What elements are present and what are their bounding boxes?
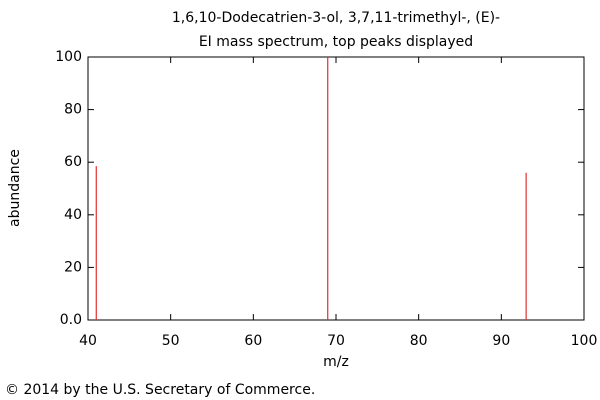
- y-tick-label: 100: [55, 49, 82, 65]
- x-tick-label: 70: [327, 333, 345, 349]
- y-tick-label: 20: [64, 259, 82, 275]
- x-tick-label: 100: [571, 333, 598, 349]
- y-tick-label: 40: [64, 207, 82, 223]
- x-tick-label: 90: [492, 333, 510, 349]
- x-axis-label: m/z: [323, 354, 349, 370]
- x-tick-label: 80: [410, 333, 428, 349]
- y-tick-label: 0.0: [60, 312, 82, 328]
- footer: © 2014 by the U.S. Secretary of Commerce…: [5, 382, 315, 398]
- y-tick-label: 80: [64, 102, 82, 118]
- y-axis-label: abundance: [7, 149, 23, 227]
- y-tick-label: 60: [64, 154, 82, 170]
- x-tick-label: 60: [244, 333, 262, 349]
- x-tick-label: 40: [79, 333, 97, 349]
- chart-subtitle: EI mass spectrum, top peaks displayed: [199, 34, 473, 50]
- x-tick-label: 50: [162, 333, 180, 349]
- chart-title: 1,6,10-Dodecatrien-3-ol, 3,7,11-trimethy…: [172, 10, 500, 26]
